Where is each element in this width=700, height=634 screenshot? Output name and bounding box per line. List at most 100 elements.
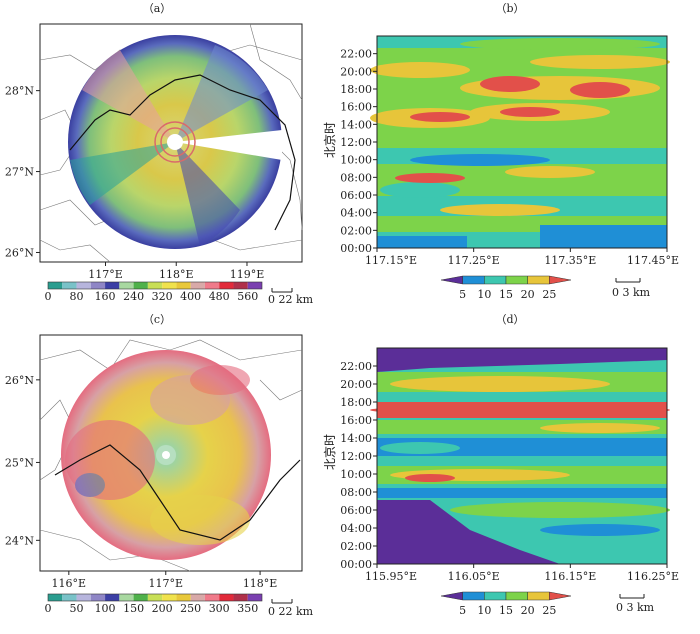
panel-c-scale: 0 22 km <box>268 599 314 618</box>
panel-d-colorbar: 5 10 15 20 25 <box>440 591 572 617</box>
panel-b-colorbar-swatch <box>440 275 463 285</box>
panel-d-xtick-label: 116.05°E <box>448 570 500 583</box>
panel-d-ytick-label: 14:00 <box>340 432 372 445</box>
panel-b-ytick-label: 10:00 <box>340 154 372 167</box>
panel-b-ytick-label: 18:00 <box>340 83 372 96</box>
panel-c-colorbar: 0 50 100 150 200 250 300 350 <box>45 593 263 615</box>
panel-c-colorbar-tick: 50 <box>70 602 84 615</box>
panel-a-colorbar-swatch <box>204 282 220 289</box>
panel-c-ytick-label: 25°N <box>5 456 34 469</box>
panel-c-colorbar-swatch <box>162 594 177 601</box>
panel-b-colorbar: 5 10 15 20 25 <box>440 275 572 301</box>
panel-d-xtick-label: 116.25°E <box>627 570 679 583</box>
panel-c-ytick-label: 26°N <box>5 374 34 387</box>
panel-a-colorbar-tick: 400 <box>180 290 201 303</box>
panel-a-colorbar-swatch <box>162 282 177 289</box>
panel-b-colorbar-swatch <box>484 275 507 285</box>
panel-a-ticks: 117°E 118°E 119°E 26°N 27°N 28°N <box>5 85 264 281</box>
panel-a-colorbar-swatch <box>190 282 205 289</box>
panel-c-colorbar-tick: 100 <box>95 602 116 615</box>
panel-a-colorbar-swatch <box>105 282 120 289</box>
panel-a-xtick-label: 117°E <box>88 268 123 281</box>
panel-d-ytick-label: 16:00 <box>340 414 372 427</box>
panel-c-xtick-label: 117°E <box>148 577 183 590</box>
panel-b-colorbar-swatch <box>505 275 528 285</box>
panel-c-colorbar-swatch <box>119 594 134 601</box>
panel-d-scale-label: 0 3 km <box>616 601 655 614</box>
panel-c-colorbar-swatch <box>204 594 220 601</box>
panel-a-colorbar-tick: 320 <box>152 290 173 303</box>
panel-d-contours <box>370 348 670 564</box>
panel-a-xtick-label: 118°E <box>159 268 194 281</box>
panel-a-colorbar: 0 80 160 240 320 400 480 560 <box>45 281 263 303</box>
panel-c-colorbar-tick: 150 <box>123 602 144 615</box>
panel-a-colorbar-swatch <box>90 282 106 289</box>
panel-c-scale-label: 0 22 km <box>268 605 314 618</box>
panel-c-title: （c） <box>143 313 171 326</box>
panel-d-colorbar-tick: 25 <box>542 604 556 617</box>
panel-d-colorbar-swatch <box>462 591 485 601</box>
panel-b-ytick-label: 02:00 <box>340 224 372 237</box>
panel-d-ytick-label: 06:00 <box>340 504 372 517</box>
panel-d-ytick-label: 20:00 <box>340 378 372 391</box>
panel-d-scale: 0 3 km <box>616 594 655 614</box>
panel-b-ytick-label: 08:00 <box>340 171 372 184</box>
panel-b-colorbar-swatch <box>527 275 550 285</box>
panel-c-colorbar-swatch <box>219 594 234 601</box>
panel-d: 北京时 00:00 02:00 04:00 06:00 08:00 10:00 12:00 1… <box>323 347 679 617</box>
panel-c-colorbar-swatch <box>62 594 77 601</box>
panel-b-ytick-label: 12:00 <box>340 136 372 149</box>
panel-a-colorbar-swatch <box>147 282 163 289</box>
panel-c-xtick-label: 116°E <box>52 577 87 590</box>
panel-b-ticks: 00:00 02:00 04:00 06:00 08:00 10:00 12:00 14:00… <box>340 48 679 267</box>
panel-c-colorbar-tick: 350 <box>237 602 258 615</box>
panel-d-ylabel: 北京时 <box>323 434 337 470</box>
panel-a-scale: 0 22 km <box>268 288 314 306</box>
panel-a-colorbar-swatch <box>62 282 77 289</box>
panel-a-colorbar-swatch <box>219 282 234 289</box>
panel-d-ytick-label: 02:00 <box>340 540 372 553</box>
panel-a-colorbar-tick: 160 <box>95 290 116 303</box>
panel-c-colorbar-swatch <box>147 594 163 601</box>
panel-c-ytick-label: 24°N <box>5 534 34 547</box>
panel-d-xtick-label: 115.95°E <box>365 570 417 583</box>
panel-c-colorbar-tick: 0 <box>45 602 52 615</box>
panel-d-ytick-label: 08:00 <box>340 486 372 499</box>
panel-d-ytick-label: 12:00 <box>340 450 372 463</box>
panel-a-colorbar-tick: 560 <box>237 290 258 303</box>
panel-a-xtick-label: 119°E <box>230 268 265 281</box>
panel-a-colorbar-swatch <box>247 282 262 289</box>
panel-a-colorbar-tick: 80 <box>70 290 84 303</box>
panel-d-colorbar-swatch <box>484 591 507 601</box>
panel-d-colorbar-swatch <box>505 591 528 601</box>
panel-a-blocked-sector <box>175 130 282 160</box>
panel-b-scale: 0 3 km <box>612 278 651 299</box>
panel-b-colorbar-tick: 25 <box>542 288 556 301</box>
panel-b-colorbar-swatch <box>462 275 485 285</box>
panel-b-ytick-label: 00:00 <box>340 242 372 255</box>
panel-b-ytick-label: 06:00 <box>340 189 372 202</box>
panel-a: 117°E 118°E 119°E 26°N 27°N 28°N 0 80 160 240 320… <box>5 23 314 306</box>
panel-c-sectors <box>65 365 250 545</box>
panel-b-ytick-label: 20:00 <box>340 65 372 78</box>
panel-a-colorbar-tick: 240 <box>123 290 144 303</box>
panel-d-xtick-label: 116.15°E <box>544 570 596 583</box>
panel-b-ytick-label: 22:00 <box>340 48 372 61</box>
panel-b-colorbar-swatch <box>549 275 572 285</box>
panel-b-ytick-label: 14:00 <box>340 118 372 131</box>
panel-c-colorbar-swatch <box>176 594 191 601</box>
panel-b-colorbar-tick: 20 <box>521 288 535 301</box>
panel-d-ytick-label: 22:00 <box>340 360 372 373</box>
panel-c-boundaries <box>39 339 303 572</box>
panel-b-colorbar-tick: 10 <box>477 288 491 301</box>
panel-c-colorbar-swatch <box>90 594 106 601</box>
panel-a-colorbar-swatch <box>176 282 191 289</box>
panel-a-colorbar-swatch <box>76 282 91 289</box>
panel-b-ytick-label: 16:00 <box>340 101 372 114</box>
panel-c-province-border <box>54 444 301 541</box>
panel-d-colorbar-tick: 10 <box>477 604 491 617</box>
panel-b-colorbar-tick: 5 <box>459 288 466 301</box>
panel-d-ytick-label: 00:00 <box>340 558 372 571</box>
panel-a-rings <box>154 121 196 163</box>
